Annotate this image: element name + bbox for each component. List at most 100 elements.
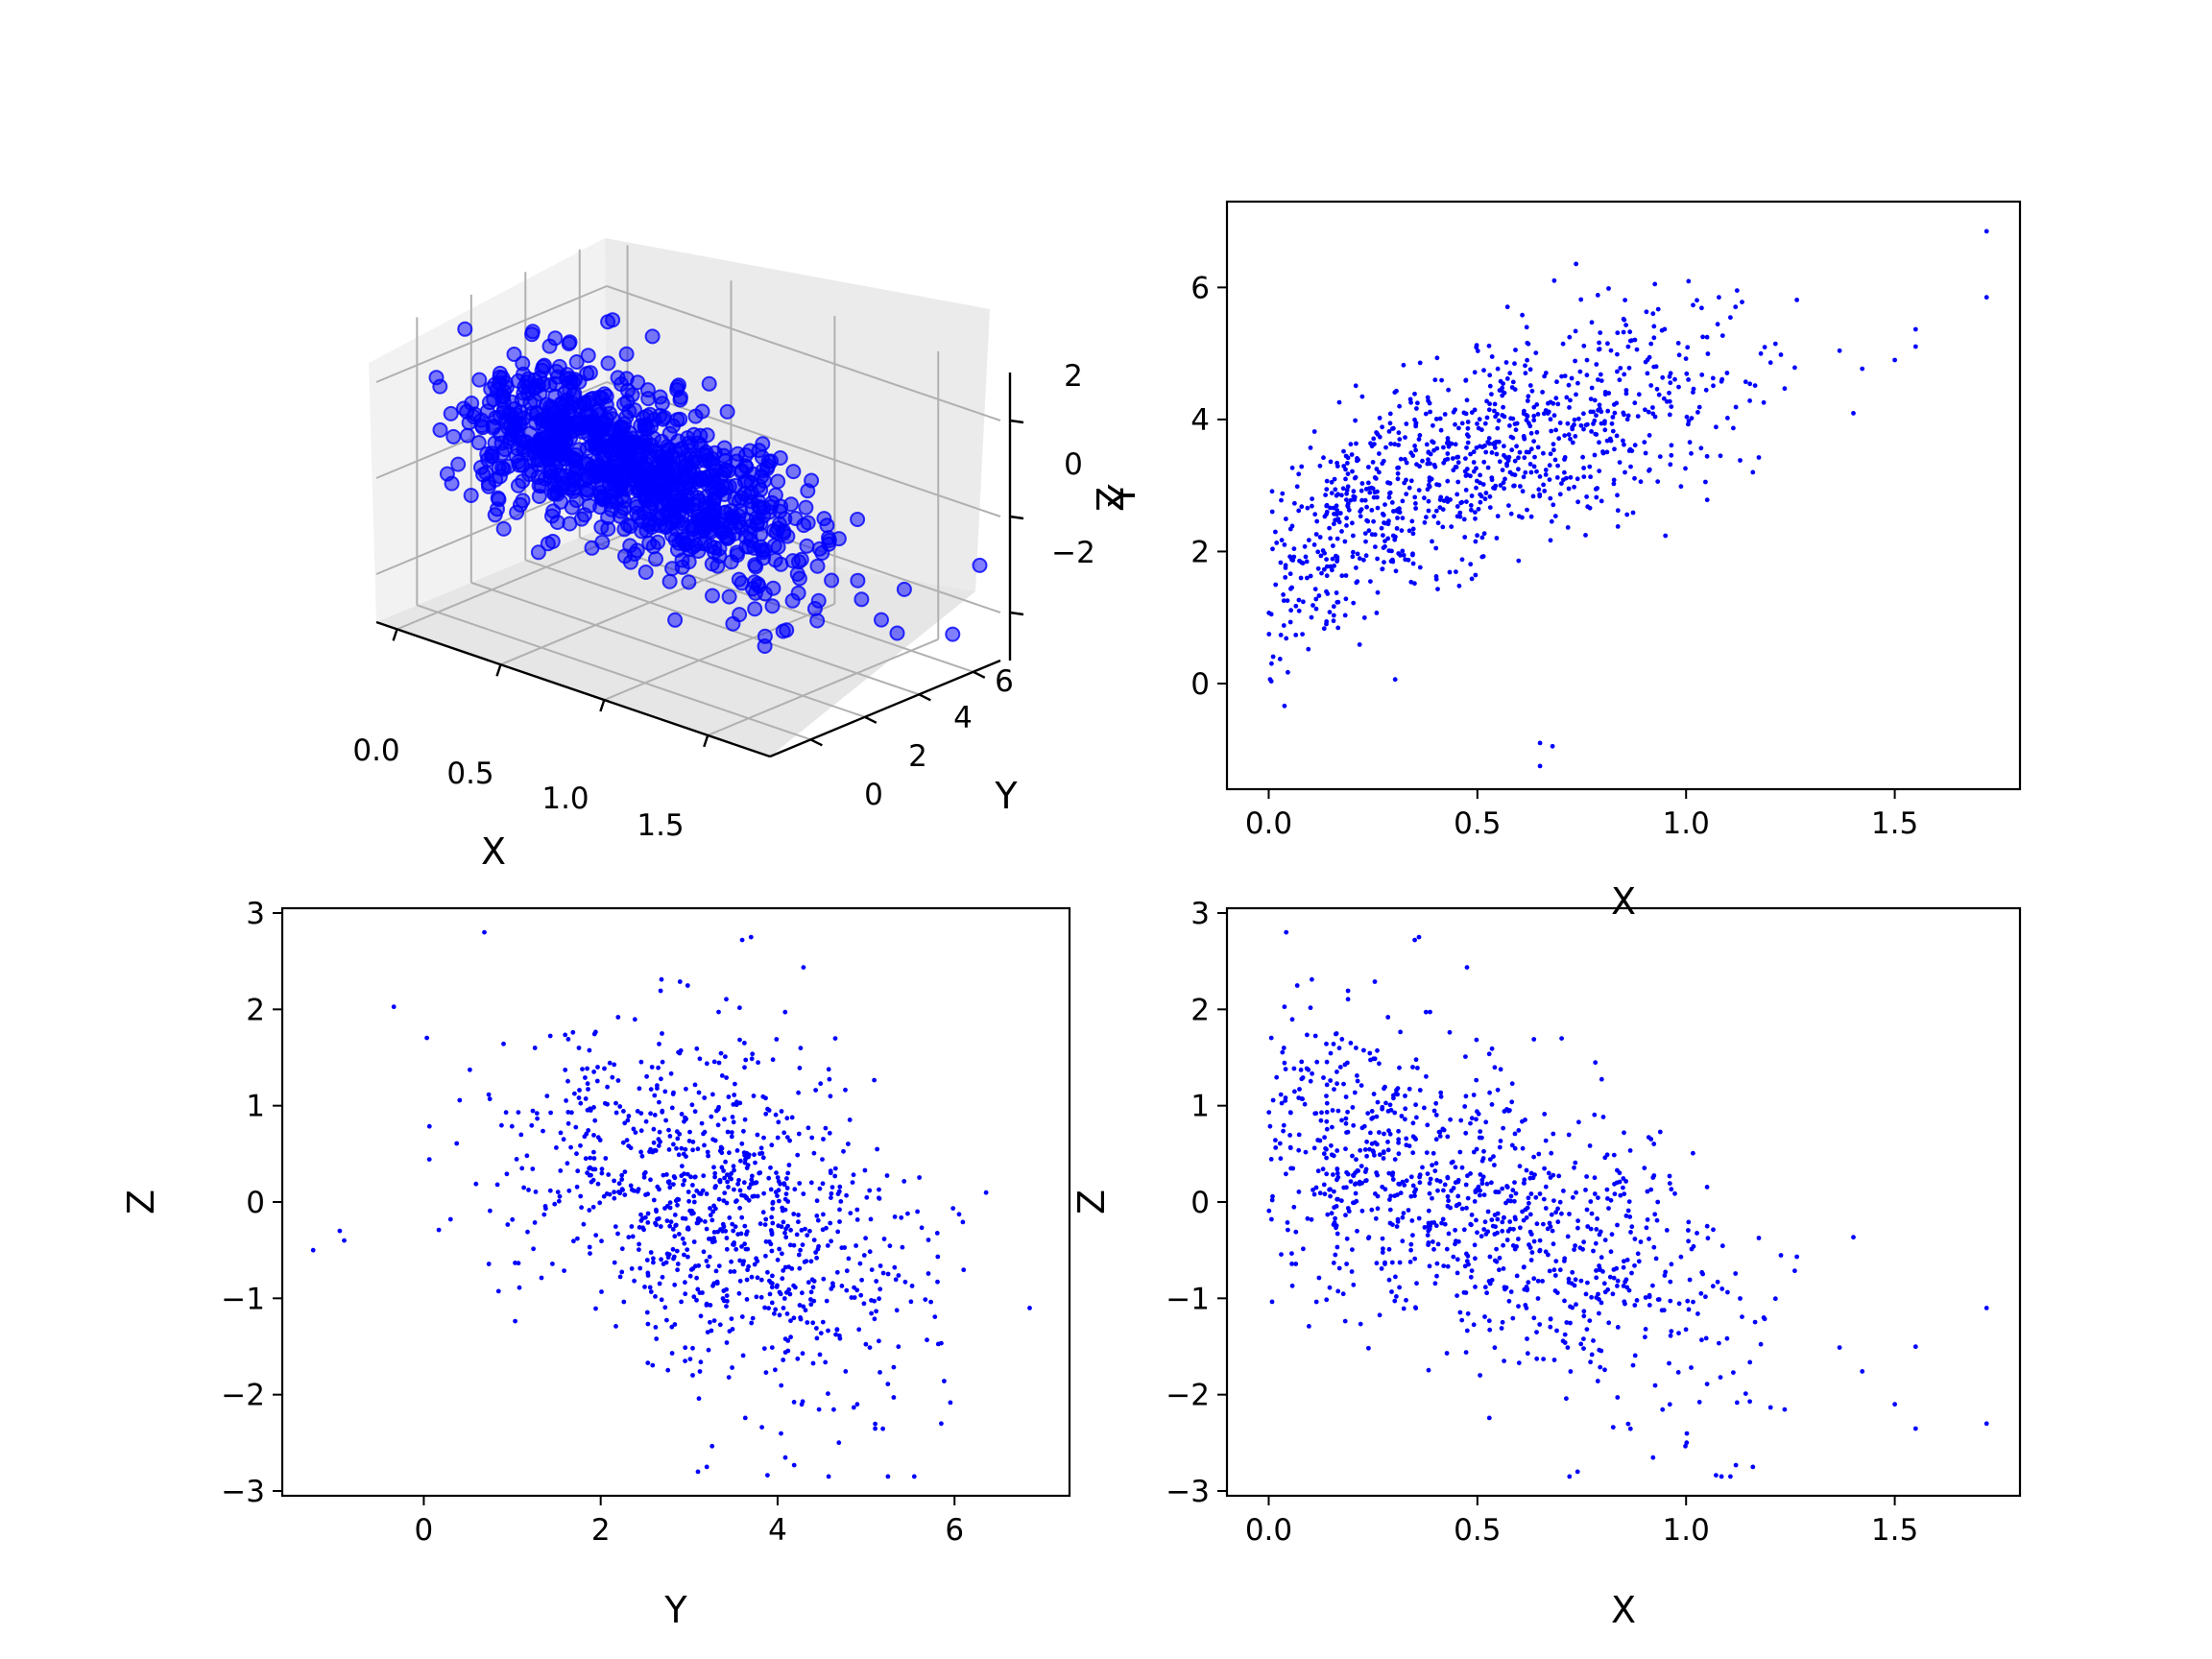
x-tick-label: 1.5 (1871, 806, 1918, 841)
data-point (1695, 298, 1699, 303)
data-point (796, 1213, 801, 1217)
data-point (1758, 350, 1764, 356)
z3d-tick-label: −2 (1051, 536, 1095, 570)
data-point-3d (770, 473, 786, 490)
data-point-3d (697, 509, 713, 525)
data-point (1412, 581, 1417, 587)
data-point (1397, 437, 1403, 442)
z3d-tick-label: 2 (1064, 359, 1083, 394)
data-point (1433, 1113, 1439, 1118)
data-point (645, 1360, 651, 1365)
data-point (1492, 1163, 1497, 1167)
data-point (1455, 1179, 1461, 1185)
data-point (832, 1036, 838, 1041)
data-point (744, 1297, 750, 1302)
data-point (731, 1119, 736, 1125)
data-point (1588, 1199, 1594, 1204)
data-point (1655, 1199, 1661, 1205)
data-point (1358, 1147, 1363, 1153)
data-point (1344, 516, 1349, 521)
data-point (1487, 1327, 1493, 1333)
data-point (1772, 1296, 1778, 1302)
data-point-3d (616, 493, 633, 509)
data-point (851, 1172, 856, 1178)
data-point (892, 1264, 898, 1270)
data-point (1448, 497, 1453, 502)
data-point (1600, 1269, 1605, 1274)
data-point (823, 1125, 829, 1131)
data-point (660, 1031, 664, 1036)
data-point (1350, 520, 1355, 526)
data-point (705, 1330, 710, 1334)
data-point (1426, 1228, 1431, 1234)
data-point (801, 1191, 806, 1196)
data-point (1344, 491, 1349, 496)
data-point (1469, 1222, 1474, 1228)
data-point (1464, 1205, 1469, 1211)
data-point-3d (623, 435, 639, 451)
data-point (1556, 1173, 1562, 1179)
data-point (1392, 1193, 1398, 1198)
data-point (829, 1195, 833, 1200)
data-point (1559, 1036, 1564, 1041)
data-point (1400, 1214, 1406, 1220)
data-point (1534, 1330, 1539, 1334)
data-point (1611, 402, 1617, 407)
data-point (679, 1299, 684, 1305)
data-point (836, 1440, 842, 1446)
data-point (518, 1132, 524, 1138)
data-point (843, 1369, 849, 1374)
data-point (1408, 1193, 1414, 1199)
data-point (1273, 1145, 1279, 1150)
data-point (1623, 1301, 1627, 1307)
data-point (1617, 1179, 1623, 1185)
grid-line (417, 604, 811, 741)
data-point (1287, 554, 1292, 560)
data-point (1373, 1215, 1379, 1221)
data-point (1319, 1110, 1324, 1116)
data-point (677, 1232, 682, 1237)
data-point (1351, 1200, 1356, 1206)
data-point (654, 1336, 660, 1341)
data-point (714, 1108, 719, 1114)
data-point (1381, 513, 1386, 517)
data-point (1468, 503, 1474, 508)
data-point (711, 1059, 717, 1065)
data-point (766, 1306, 771, 1310)
data-point (1615, 1278, 1621, 1284)
data-point (1412, 937, 1417, 943)
data-point (769, 1345, 775, 1350)
data-point-3d (623, 460, 639, 476)
data-point-3d (744, 501, 760, 517)
data-point (1565, 1234, 1571, 1239)
data-point (1355, 1228, 1359, 1234)
data-point (861, 1253, 867, 1258)
data-point (1416, 934, 1422, 940)
data-point (1364, 1139, 1369, 1144)
data-point (814, 1214, 820, 1218)
data-point (763, 1216, 769, 1222)
data-point-3d (459, 427, 475, 444)
data-point (1534, 469, 1539, 474)
data-point (1541, 1357, 1546, 1361)
data-point (699, 1120, 705, 1126)
data-point (926, 1271, 931, 1276)
data-point (1486, 1318, 1492, 1324)
data-point (737, 1005, 742, 1011)
data-point (1483, 491, 1489, 495)
data-point (1521, 474, 1527, 480)
data-point (1269, 1216, 1274, 1222)
data-point (1703, 387, 1709, 393)
data-point (1331, 543, 1335, 548)
data-point (587, 1166, 591, 1171)
data-point (1358, 488, 1364, 493)
data-point (816, 1407, 822, 1412)
data-point-3d (516, 442, 532, 458)
data-point (709, 1443, 715, 1449)
data-point (1335, 1108, 1341, 1114)
data-point (1343, 1213, 1348, 1218)
data-point (1604, 438, 1610, 444)
data-point-3d (730, 445, 746, 462)
data-point (1669, 443, 1674, 448)
